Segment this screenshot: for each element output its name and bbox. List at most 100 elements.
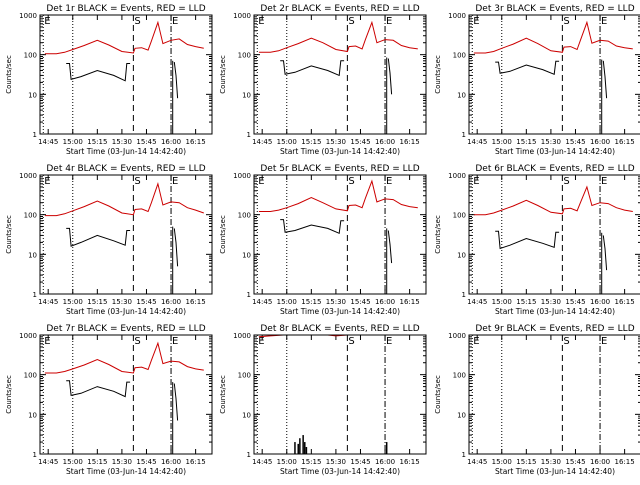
chart-title: Det 4r BLACK = Events, RED = LLD bbox=[46, 164, 205, 174]
y-tick-label: 100 bbox=[238, 372, 251, 380]
chart-title: Det 7r BLACK = Events, RED = LLD bbox=[46, 324, 205, 334]
x-tick-label: 15:30 bbox=[112, 138, 132, 146]
y-tick-label: 1 bbox=[462, 451, 466, 459]
events-series-line bbox=[280, 60, 345, 77]
y-tick-label: 1000 bbox=[448, 332, 466, 340]
y-tick-label: 1000 bbox=[19, 12, 37, 20]
y-tick-label: 100 bbox=[453, 212, 466, 220]
y-tick-label: 10 bbox=[28, 411, 37, 419]
marker-label: S bbox=[348, 336, 354, 347]
marker-label: S bbox=[563, 176, 569, 187]
y-axis-label: Counts/sec bbox=[5, 375, 13, 414]
marker-label: E bbox=[386, 16, 392, 27]
x-tick-label: 16:00 bbox=[161, 458, 181, 466]
x-tick-label: 16:15 bbox=[400, 138, 420, 146]
events-series-line bbox=[173, 62, 179, 99]
x-tick-label: 16:00 bbox=[590, 138, 610, 146]
y-tick-label: 1000 bbox=[448, 12, 466, 20]
x-tick-label: 15:15 bbox=[87, 138, 107, 146]
y-tick-label: 100 bbox=[24, 212, 37, 220]
x-tick-label: 14:45 bbox=[38, 298, 58, 306]
x-tick-label: 15:45 bbox=[136, 458, 156, 466]
marker-label: E bbox=[172, 336, 178, 347]
y-axis-label: Counts/sec bbox=[219, 215, 227, 254]
x-tick-label: 14:45 bbox=[467, 458, 487, 466]
y-tick-label: 100 bbox=[24, 52, 37, 60]
y-axis-label: Counts/sec bbox=[434, 55, 442, 94]
y-axis-label: Counts/sec bbox=[434, 215, 442, 254]
y-axis-label: Counts/sec bbox=[219, 375, 227, 414]
x-tick-label: 16:00 bbox=[590, 298, 610, 306]
chart-panel: Det 7r BLACK = Events, RED = LLD Counts/s… bbox=[5, 324, 213, 476]
y-tick-label: 10 bbox=[457, 91, 466, 99]
y-tick-label: 10 bbox=[28, 251, 37, 259]
y-tick-label: 1 bbox=[33, 451, 37, 459]
marker-label: E bbox=[601, 176, 607, 187]
chart-panel: Det 8r BLACK = Events, RED = LLD Counts/s… bbox=[219, 324, 427, 476]
plot-frame bbox=[39, 174, 213, 295]
chart-panel: Det 9r BLACK = Events, RED = LLD Counts/s… bbox=[434, 324, 640, 476]
x-tick-label: 15:15 bbox=[516, 298, 536, 306]
x-tick-label: 15:45 bbox=[565, 138, 585, 146]
y-tick-label: 1 bbox=[247, 131, 251, 139]
y-tick-label: 1000 bbox=[233, 172, 251, 180]
x-tick-label: 15:30 bbox=[541, 138, 561, 146]
y-tick-label: 100 bbox=[24, 372, 37, 380]
plot-frame bbox=[468, 174, 640, 295]
y-tick-label: 1 bbox=[247, 291, 251, 299]
events-series-line bbox=[495, 230, 560, 250]
x-tick-label: 15:00 bbox=[277, 138, 297, 146]
marker-label: E bbox=[44, 16, 50, 27]
y-tick-label: 1000 bbox=[19, 332, 37, 340]
x-axis-label: Start Time (03-Jun-14 14:42:40) bbox=[280, 467, 400, 476]
chart-panel: Det 2r BLACK = Events, RED = LLD Counts/s… bbox=[219, 4, 427, 156]
x-axis-label: Start Time (03-Jun-14 14:42:40) bbox=[66, 307, 186, 316]
x-axis-label: Start Time (03-Jun-14 14:42:40) bbox=[495, 147, 615, 156]
plot-frame bbox=[253, 14, 427, 135]
chart-title: Det 8r BLACK = Events, RED = LLD bbox=[260, 324, 419, 334]
events-series-line bbox=[66, 63, 131, 82]
x-tick-label: 15:15 bbox=[301, 298, 321, 306]
y-tick-label: 100 bbox=[453, 52, 466, 60]
x-tick-label: 15:30 bbox=[326, 298, 346, 306]
plot-frame bbox=[468, 14, 640, 135]
x-axis-label: Start Time (03-Jun-14 14:42:40) bbox=[495, 307, 615, 316]
x-tick-label: 16:00 bbox=[375, 138, 395, 146]
lld-series-line bbox=[44, 182, 204, 217]
x-tick-label: 15:15 bbox=[301, 138, 321, 146]
x-tick-label: 16:00 bbox=[161, 138, 181, 146]
x-tick-label: 15:00 bbox=[63, 138, 83, 146]
marker-label: E bbox=[601, 336, 607, 347]
x-axis-label: Start Time (03-Jun-14 14:42:40) bbox=[495, 467, 615, 476]
x-tick-label: 14:45 bbox=[252, 298, 272, 306]
chart-title: Det 5r BLACK = Events, RED = LLD bbox=[260, 164, 419, 174]
y-axis-label: Counts/sec bbox=[434, 375, 442, 414]
chart-panel: Det 3r BLACK = Events, RED = LLD Counts/s… bbox=[434, 4, 640, 156]
x-tick-label: 15:00 bbox=[492, 138, 512, 146]
y-tick-label: 10 bbox=[457, 251, 466, 259]
events-series-line bbox=[387, 58, 393, 95]
events-series-line bbox=[173, 228, 179, 267]
chart-panel: Det 6r BLACK = Events, RED = LLD Counts/s… bbox=[434, 164, 640, 316]
y-tick-label: 10 bbox=[457, 411, 466, 419]
x-axis-label: Start Time (03-Jun-14 14:42:40) bbox=[66, 467, 186, 476]
lld-series-line bbox=[44, 20, 204, 55]
x-tick-label: 14:45 bbox=[252, 138, 272, 146]
marker-label: E bbox=[258, 16, 264, 27]
x-tick-label: 15:45 bbox=[350, 458, 370, 466]
chart-title: Det 3r BLACK = Events, RED = LLD bbox=[475, 4, 634, 14]
events-series-line bbox=[173, 383, 179, 421]
lld-series-line bbox=[258, 179, 418, 212]
marker-label: S bbox=[563, 16, 569, 27]
marker-label: S bbox=[348, 176, 354, 187]
x-axis-label: Start Time (03-Jun-14 14:42:40) bbox=[66, 147, 186, 156]
x-tick-label: 15:45 bbox=[565, 458, 585, 466]
marker-label: E bbox=[473, 176, 479, 187]
marker-label: S bbox=[134, 16, 140, 27]
y-tick-label: 1 bbox=[33, 131, 37, 139]
marker-label: E bbox=[386, 176, 392, 187]
plot-frame bbox=[253, 174, 427, 295]
plot-frame bbox=[39, 334, 213, 455]
